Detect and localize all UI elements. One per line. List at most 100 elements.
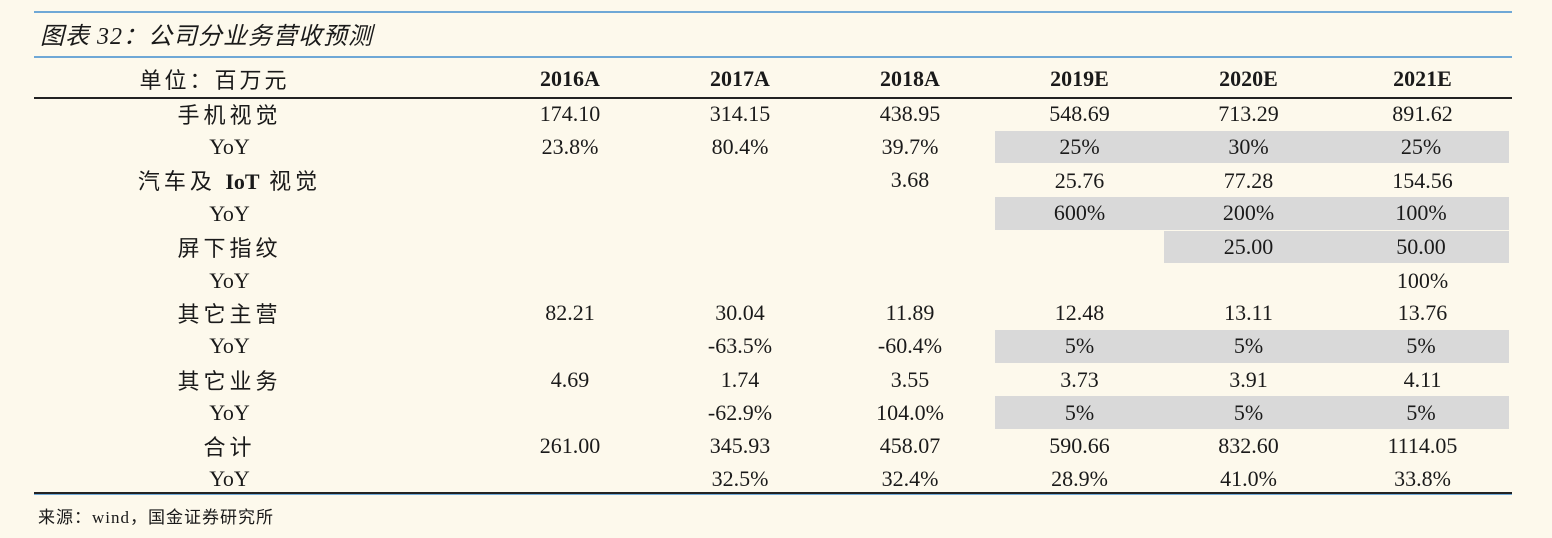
row-label-suffix: 视觉 xyxy=(259,169,322,195)
table-cell xyxy=(485,330,655,363)
table-cell: 548.69 xyxy=(1049,101,1110,127)
table-cell: 13.76 xyxy=(1397,300,1448,326)
table-cell xyxy=(825,264,995,297)
table-cell xyxy=(485,396,655,429)
table-row: YoY 100% xyxy=(34,264,1512,297)
table-cell xyxy=(825,197,995,230)
table-cell: 1.74 xyxy=(720,366,760,392)
table-cell: 100% xyxy=(1333,197,1515,231)
table-cell: 832.60 xyxy=(1218,433,1279,459)
table-cell xyxy=(655,164,825,197)
table-header: 单位：百万元 2016A 2017A 2018A 2019E 2020E 202… xyxy=(34,60,1512,98)
table-cell: 3.91 xyxy=(1229,366,1268,392)
table-row: YoY 600% 200% 100% xyxy=(34,197,1515,231)
table-cell: 25.76 xyxy=(1054,167,1105,193)
table-cell xyxy=(655,230,825,264)
row-label: YoY xyxy=(209,267,250,293)
table-cell: 39.7% xyxy=(881,134,939,160)
table-cell: 3.55 xyxy=(890,366,930,392)
table-cell: 32.5% xyxy=(711,465,769,491)
table-cell: 77.28 xyxy=(1223,167,1274,193)
table-cell: 4.69 xyxy=(550,366,590,392)
table-cell: 82.21 xyxy=(545,300,595,326)
table-cell: 12.48 xyxy=(1054,300,1105,326)
table-cell xyxy=(485,463,655,496)
row-label: YoY xyxy=(209,399,250,425)
table-cell: 33.8% xyxy=(1394,465,1451,491)
table-row: YoY -62.9% 104.0% 5% 5% 5% xyxy=(34,396,1515,430)
table-row: 合计 261.00 345.93 458.07 590.66 832.60 1114.05 xyxy=(34,429,1512,462)
row-label: YoY xyxy=(209,134,250,160)
table-cell: 5% xyxy=(1333,329,1515,364)
column-header: 2016A xyxy=(540,66,600,91)
table-row: 手机视觉 174.10 314.15 438.95 548.69 713.29 891.62 xyxy=(34,98,1512,131)
revenue-forecast-table: 单位：百万元 2016A 2017A 2018A 2019E 2020E 202… xyxy=(34,60,1515,495)
row-label: YoY xyxy=(209,333,250,359)
column-header: 2021E xyxy=(1393,66,1452,91)
table-cell xyxy=(655,197,825,230)
title-rule xyxy=(34,56,1512,58)
table-cell: 25% xyxy=(1333,130,1515,165)
table-row: 其它业务 4.69 1.74 3.55 3.73 3.91 4.11 xyxy=(34,363,1512,396)
row-label: 屏下指纹 xyxy=(177,236,282,262)
table-cell: 154.56 xyxy=(1392,167,1453,193)
row-label: 其它业务 xyxy=(177,368,282,394)
bottom-rule xyxy=(34,492,1512,494)
table-cell: 25% xyxy=(995,130,1164,165)
table-row: 其它主营 82.21 30.04 11.89 12.48 13.11 13.76 xyxy=(34,297,1512,330)
table-cell: 25.00 xyxy=(1164,230,1333,265)
table-cell: 5% xyxy=(1164,329,1333,364)
table-cell: 41.0% xyxy=(1220,465,1277,491)
table-cell: 590.66 xyxy=(1049,433,1110,459)
top-rule xyxy=(34,11,1512,13)
figure-title: 图表 32：公司分业务营收预测 xyxy=(40,24,373,50)
table-cell: 345.93 xyxy=(709,432,771,458)
table-cell: 5% xyxy=(995,329,1164,364)
source-note: 来源：wind，国金证券研究所 xyxy=(38,508,274,527)
table-cell: 713.29 xyxy=(1218,101,1279,127)
table-body: 手机视觉 174.10 314.15 438.95 548.69 713.29 891.62… xyxy=(34,98,1515,496)
table-cell xyxy=(825,230,995,264)
table-cell: 1114.05 xyxy=(1387,433,1458,459)
header-rule xyxy=(34,97,1512,99)
row-label: YoY xyxy=(209,200,250,226)
header-row: 单位：百万元 2016A 2017A 2018A 2019E 2020E 202… xyxy=(34,60,1512,98)
table-cell: 100% xyxy=(1396,267,1449,293)
table-row: 屏下指纹 25.00 50.00 xyxy=(34,230,1515,265)
table-cell xyxy=(995,264,1164,297)
table-cell xyxy=(995,230,1164,264)
table-cell: 11.89 xyxy=(885,300,935,326)
table-cell: 458.07 xyxy=(879,432,941,458)
table-cell: 23.8% xyxy=(541,134,599,160)
table-row: 汽车及 IoT 视觉 3.68 25.76 77.28 154.56 xyxy=(34,164,1512,197)
table-cell: 4.11 xyxy=(1403,366,1442,392)
table-cell: 314.15 xyxy=(709,101,771,127)
column-header: 2019E xyxy=(1050,66,1109,91)
table-cell xyxy=(485,264,655,297)
table-cell: -62.9% xyxy=(707,399,773,425)
table-cell: 3.73 xyxy=(1060,366,1099,392)
row-label: 合计 xyxy=(203,434,256,460)
column-header: 2018A xyxy=(880,66,940,91)
table-cell: 80.4% xyxy=(711,134,769,160)
table-cell: 174.10 xyxy=(539,101,601,127)
table-cell: 32.4% xyxy=(881,465,939,491)
table-cell: 50.00 xyxy=(1333,230,1515,265)
table-cell: 28.9% xyxy=(1051,465,1108,491)
table-cell: 600% xyxy=(995,197,1164,231)
table-cell: 5% xyxy=(1333,396,1515,430)
table-cell: 438.95 xyxy=(879,101,941,127)
row-label: 其它主营 xyxy=(177,302,282,328)
table-cell xyxy=(655,264,825,297)
table-cell xyxy=(485,197,655,230)
row-label: 手机视觉 xyxy=(177,103,282,129)
table-cell: 104.0% xyxy=(876,399,944,425)
table-cell: 30.04 xyxy=(715,300,765,326)
unit-label: 单位：百万元 xyxy=(139,68,290,93)
table-cell xyxy=(485,230,655,264)
table-cell: 200% xyxy=(1164,197,1333,231)
row-label-bold: IoT xyxy=(225,169,260,195)
table-cell: 3.68 xyxy=(890,167,930,193)
row-label-prefix: 汽车及 xyxy=(137,169,226,195)
table-cell: -63.5% xyxy=(707,333,773,359)
